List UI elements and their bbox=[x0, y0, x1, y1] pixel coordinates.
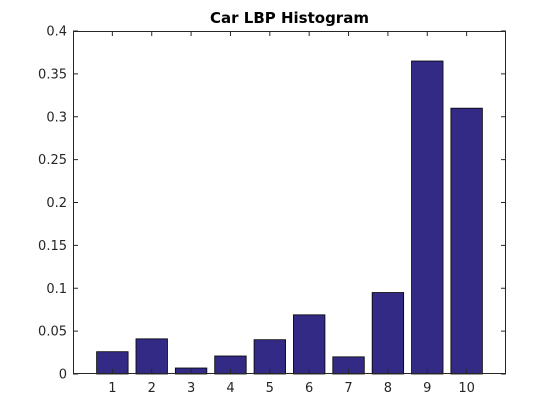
x-tick-label: 4 bbox=[226, 381, 234, 396]
x-tick-label: 8 bbox=[384, 381, 392, 396]
y-ticks-group: 0 0.05 0.1 0.15 0.2 0.25 0.3 0.35 0.4 bbox=[38, 25, 506, 383]
x-tick-label: 10 bbox=[458, 381, 475, 396]
x-tick-label: 9 bbox=[423, 381, 431, 396]
y-tick-label: 0.4 bbox=[46, 25, 67, 40]
x-tick-label: 2 bbox=[148, 381, 156, 396]
x-tick-label: 3 bbox=[187, 381, 195, 396]
x-ticks-group: 1 2 3 4 5 6 7 8 9 10 bbox=[108, 31, 475, 396]
bars-group bbox=[96, 60, 483, 375]
bar-6 bbox=[293, 314, 326, 375]
x-tick-label: 7 bbox=[344, 381, 352, 396]
bar-2 bbox=[135, 338, 168, 375]
bar-9 bbox=[411, 60, 444, 375]
y-tick-label: 0.1 bbox=[46, 282, 67, 297]
y-tick-label: 0 bbox=[59, 368, 67, 383]
x-tick-label: 5 bbox=[266, 381, 274, 396]
y-tick-label: 0.35 bbox=[38, 67, 67, 82]
y-tick-label: 0.25 bbox=[38, 153, 67, 168]
bar-5 bbox=[253, 339, 286, 375]
x-tick-label: 6 bbox=[305, 381, 313, 396]
chart-title: Car LBP Histogram bbox=[210, 9, 369, 27]
y-tick-label: 0.15 bbox=[38, 239, 67, 254]
y-tick-label: 0.2 bbox=[46, 196, 67, 211]
y-tick-label: 0.3 bbox=[46, 110, 67, 125]
y-tick-label: 0.05 bbox=[38, 325, 67, 340]
x-tick-label: 1 bbox=[108, 381, 116, 396]
bar-8 bbox=[371, 292, 405, 375]
bar-10 bbox=[450, 107, 483, 375]
